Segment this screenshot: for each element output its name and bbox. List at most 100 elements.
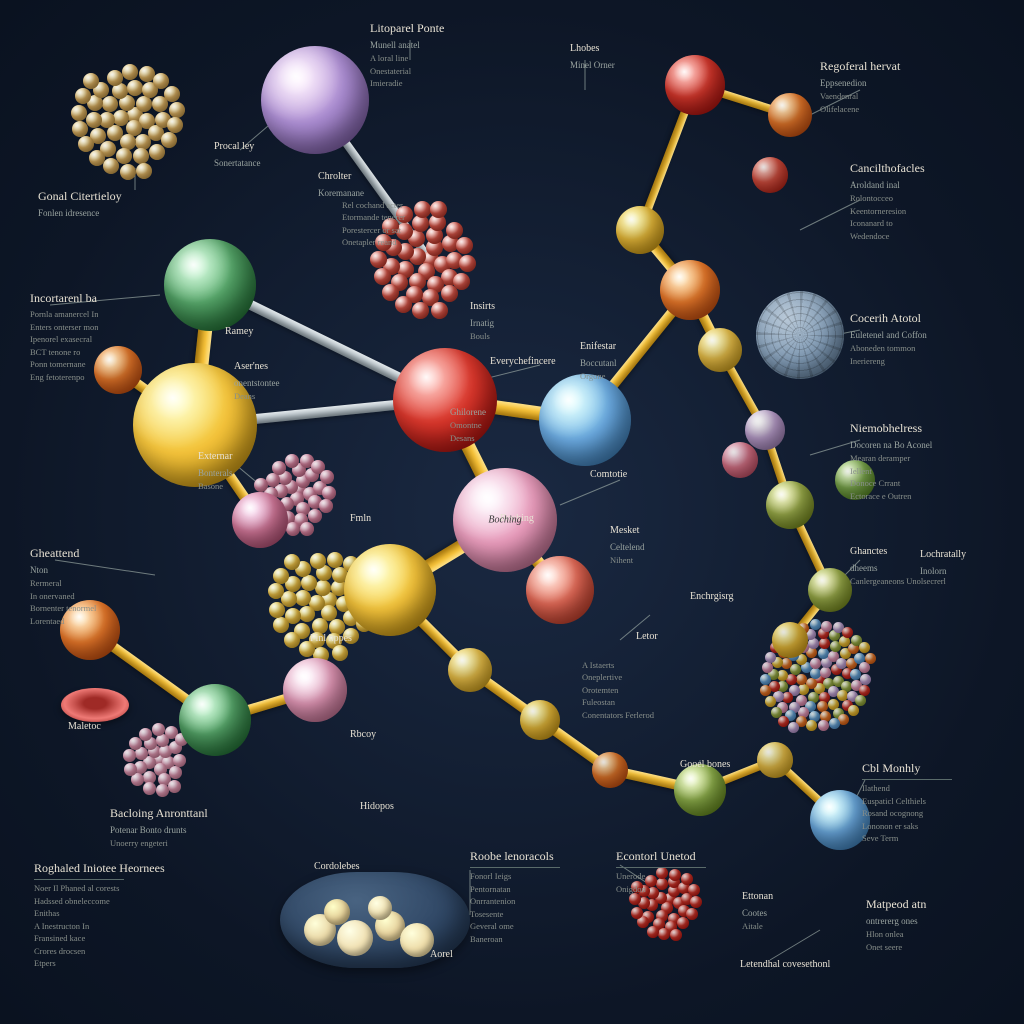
callout-t_ghilo: GhiloreneOmontneDesans bbox=[450, 406, 486, 445]
callout-sub: Docoren na Bo Aconel bbox=[850, 439, 932, 451]
callout-sub: Boccutanl bbox=[580, 357, 617, 369]
callout-sub: Bonterals bbox=[198, 467, 233, 479]
sphere-s_olive_R bbox=[808, 568, 852, 612]
sphere-s_blue_mid bbox=[539, 374, 631, 466]
leader-line bbox=[770, 930, 820, 960]
callout-t_inside: InsirtsIrnatigBouls bbox=[470, 300, 495, 343]
callout-t_procal: Procal leySonertatance bbox=[214, 140, 260, 171]
callout-sub: Celtelend bbox=[610, 541, 645, 553]
sphere-s_green_bL bbox=[179, 684, 251, 756]
callout-title: Niemobhelress bbox=[850, 420, 932, 436]
callout-title: Boching bbox=[500, 512, 534, 526]
callout-title: Letor bbox=[636, 630, 658, 644]
sphere-s_blue_bR bbox=[810, 790, 870, 850]
callout-title: Enchrgisrg bbox=[690, 590, 734, 604]
callout-t_intblock: A IstaertsOneplertiveOrotemtenFuleostanC… bbox=[582, 660, 654, 722]
cluster-c_tan_topL bbox=[55, 35, 215, 195]
callout-t_incr: Incortarenl baPornla amanercel InEnters … bbox=[30, 290, 98, 384]
sphere-s_lilac_midR bbox=[745, 410, 785, 450]
callout-title: Incortarenl ba bbox=[30, 290, 98, 306]
callout-title: Cbl Monhly bbox=[862, 760, 952, 776]
callout-title: Lochratally bbox=[920, 548, 966, 562]
callout-title: Litoparel Ponte bbox=[370, 20, 444, 36]
sphere-s_rose_midR bbox=[722, 442, 758, 478]
callout-title: Fmln bbox=[350, 512, 371, 526]
callout-sub: Minel Orner bbox=[570, 59, 615, 71]
sphere-s_red_top bbox=[665, 55, 725, 115]
sphere-s_yellow_chainB bbox=[520, 700, 560, 740]
callout-t_mosket: MesketCeltelendNihent bbox=[610, 524, 645, 567]
sphere-s_violet_top bbox=[261, 46, 369, 154]
callout-t_enif: EnifestarBoccutanlOrgone bbox=[580, 340, 617, 383]
callout-t_lact: Lochratally Inolorn bbox=[920, 548, 966, 579]
callout-sub: Ghilorene bbox=[450, 406, 486, 418]
callout-title: Externar bbox=[198, 450, 233, 464]
callout-t_rbcoy: Rbcoy bbox=[350, 728, 376, 745]
callout-t_roch: Roghaled Iniotee HeorneesNoer Il Phaned … bbox=[34, 860, 165, 970]
callout-title: Enifestar bbox=[580, 340, 617, 354]
callout-title: Cancilthofacles bbox=[850, 160, 925, 176]
callout-title: Cocerih Atotol bbox=[850, 310, 927, 326]
callout-t_fmln: Fmln bbox=[350, 512, 371, 529]
callout-title: Maletoc bbox=[68, 720, 101, 734]
sphere-s_yellow_mid bbox=[344, 544, 436, 636]
callout-t_malet: Maletoc bbox=[68, 720, 101, 737]
callout-sub: ontrererg ones bbox=[866, 915, 926, 927]
callout-title: Everychefincere bbox=[490, 355, 556, 369]
callout-t_block1: Rel cochand acterEtormande tenererPorest… bbox=[342, 200, 405, 250]
callout-t_chrol: Chrolter Koremanane bbox=[318, 170, 364, 201]
callout-sub: Potenar Bonto drunts bbox=[110, 824, 208, 836]
callout-sub: Cootes bbox=[742, 907, 773, 919]
callout-t_topR: Regoferal hervatEppsenedionVaendenralOli… bbox=[820, 58, 900, 116]
sphere-s_yellow_R bbox=[772, 622, 808, 658]
callout-sub: Sonertatance bbox=[214, 157, 260, 169]
sphere-s_orange_top bbox=[768, 93, 812, 137]
sphere-s_orange_left bbox=[94, 346, 142, 394]
sphere-s_green_left bbox=[164, 239, 256, 331]
callout-title: Rbcoy bbox=[350, 728, 376, 742]
callout-t_ever: Everychefincere bbox=[490, 355, 556, 372]
callout-title: Roobe lenoracols bbox=[470, 848, 560, 864]
blood-cell bbox=[61, 688, 129, 722]
sphere-s_yellow_chainA bbox=[448, 648, 492, 692]
callout-sub: onentstontee bbox=[234, 377, 280, 389]
cluster-c_multi_bR bbox=[740, 600, 900, 760]
callout-sub: Nton bbox=[30, 564, 96, 576]
callout-t_gooel: Gooel bones bbox=[680, 758, 730, 775]
sphere-s_yellow_midR bbox=[616, 206, 664, 254]
callout-t_cocer: Cocerih AtotolEuletenel and CoffonAboned… bbox=[850, 310, 927, 368]
callout-t_comt: Comtotie bbox=[590, 468, 627, 485]
callout-title: Econtorl Unetod bbox=[616, 848, 706, 864]
mesh-sphere bbox=[756, 291, 844, 379]
callout-t_cord: Cordolebes bbox=[314, 860, 360, 877]
callout-t_gonal: Gonal CitertieloyFonlen idresence bbox=[38, 188, 122, 221]
sphere-s_orange_chainC bbox=[592, 752, 628, 788]
callout-t_cbl: Cbl MonhlyIlathendEuspaticl CelthielsRos… bbox=[862, 760, 952, 846]
callout-t_haelt: GheattendNtonRermeralIn onervanedBornent… bbox=[30, 545, 96, 628]
callout-title: Ettonan bbox=[742, 890, 773, 904]
callout-t_nion: NiemobhelressDocoren na Bo AconelMearan … bbox=[850, 420, 932, 503]
diagram-stage: Litoparel PonteMunell anatelA loral line… bbox=[0, 0, 1024, 1024]
callout-t_carc: CancilthofaclesAroldand inalRolontocceoK… bbox=[850, 160, 925, 243]
callout-title: Mesket bbox=[610, 524, 645, 538]
callout-title: Chrolter bbox=[318, 170, 364, 184]
callout-title: Gheattend bbox=[30, 545, 96, 561]
callout-title: Matpeod atn bbox=[866, 896, 926, 912]
callout-sub: Euletenel and Coffon bbox=[850, 329, 927, 341]
callout-t_top1: Litoparel PonteMunell anatelA loral line… bbox=[370, 20, 444, 91]
callout-title: Aser'nes bbox=[234, 360, 280, 374]
sphere-s_olive_midR bbox=[766, 481, 814, 529]
callout-sub: Aroldand inal bbox=[850, 179, 925, 191]
callout-sub: Koremanane bbox=[318, 187, 364, 199]
callout-title: Aorel bbox=[430, 948, 453, 962]
callout-t_letor: Letor bbox=[636, 630, 658, 647]
callout-sub: Inolorn bbox=[920, 565, 966, 577]
callout-title: Regoferal hervat bbox=[820, 58, 900, 74]
sphere-s_pink_left bbox=[232, 492, 288, 548]
callout-t_etton: EttonanCootesAitale bbox=[742, 890, 773, 933]
callout-title: Lhobes bbox=[570, 42, 615, 56]
callout-t_boch: Boching bbox=[500, 512, 534, 529]
callout-t_top2: Lhobes Minel Orner bbox=[570, 42, 615, 73]
callout-title: Comtotie bbox=[590, 468, 627, 482]
callout-t_bac: Bacloing AnronttanlPotenar Bonto druntsU… bbox=[110, 805, 208, 851]
